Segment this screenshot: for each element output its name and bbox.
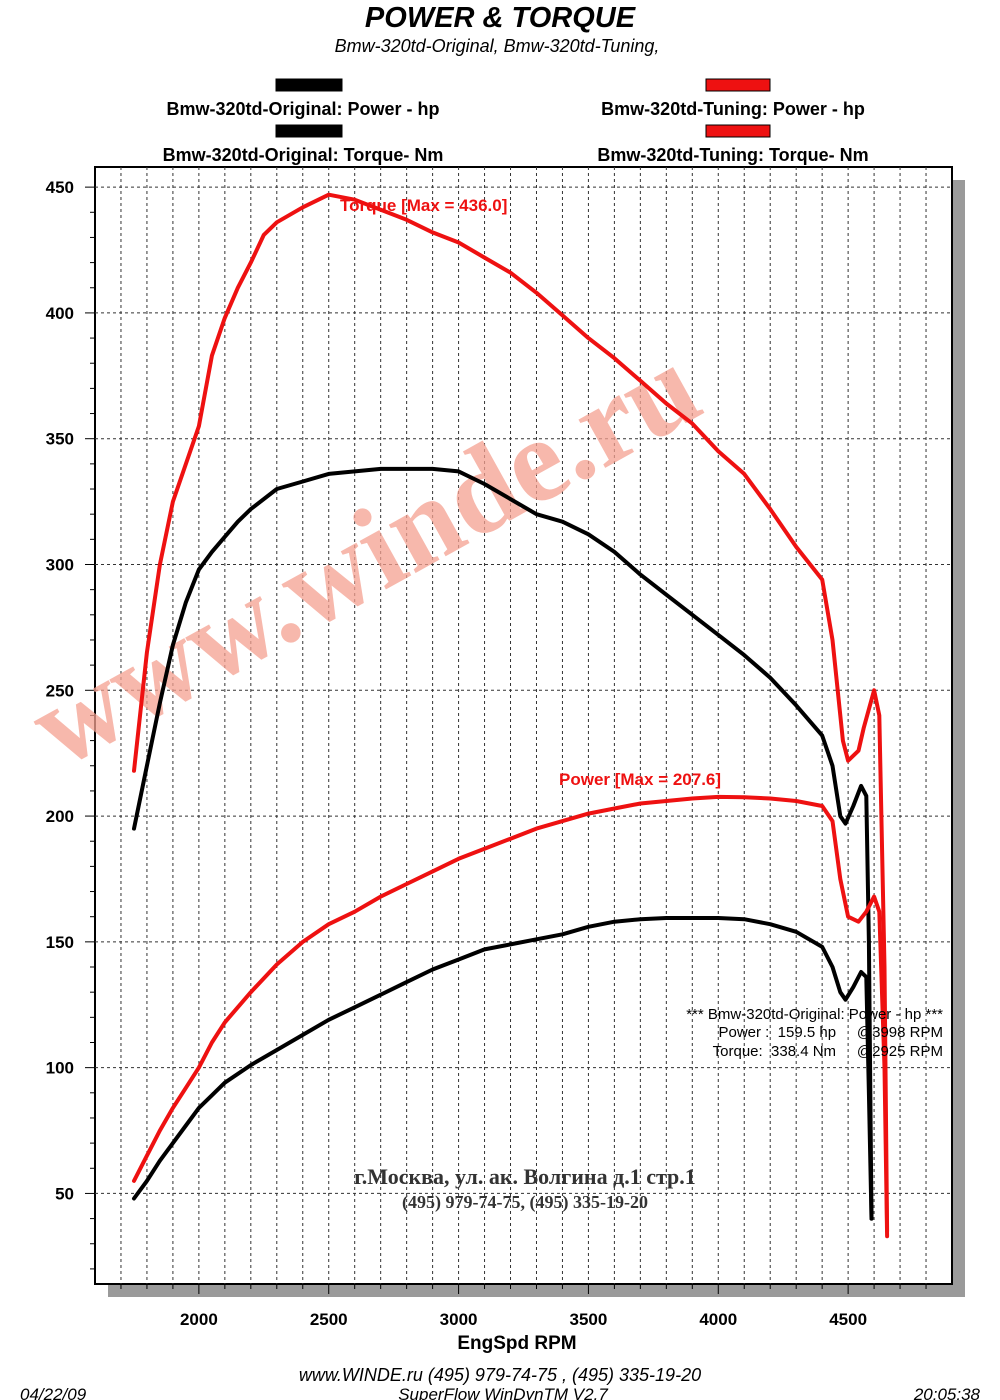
y-tick-label: 400: [46, 304, 74, 323]
x-axis-label: EngSpd RPM: [457, 1333, 576, 1354]
plot-area: [94, 166, 953, 1285]
info-heading: *** Bmw-320td-Original: Power - hp ***: [686, 1006, 943, 1023]
y-tick-label: 450: [46, 178, 74, 197]
legend-swatch-original-torque: [275, 124, 343, 138]
x-tick-label: 3500: [570, 1310, 608, 1329]
legend-swatch-tuning-torque: [705, 124, 771, 138]
legend-swatch-original-power: [275, 78, 343, 92]
footer-date: 04/22/09: [20, 1385, 87, 1400]
footer-software: SuperFlow WinDynTM V2.7: [398, 1385, 608, 1400]
info-box: *** Bmw-320td-Original: Power - hp *** P…: [686, 1006, 943, 1060]
legend-label-original-torque: Bmw-320td-Original: Torque- Nm: [163, 145, 444, 165]
y-tick-label: 50: [55, 1184, 74, 1203]
y-tick-label: 350: [46, 430, 74, 449]
footer-time: 20:05:38: [913, 1385, 981, 1400]
y-tick-label: 200: [46, 807, 74, 826]
series-line-0: [132, 192, 890, 1234]
x-tick-label: 3000: [440, 1310, 478, 1329]
series-line-1: [132, 466, 874, 1221]
y-tick-label: 250: [46, 681, 74, 700]
chart-title: POWER & TORQUE: [365, 2, 637, 34]
x-tick-label: 2000: [180, 1310, 218, 1329]
legend: Bmw-320td-Original: Power - hp Bmw-320td…: [163, 78, 869, 165]
x-tick-label: 4000: [699, 1310, 737, 1329]
legend-label-tuning-power: Bmw-320td-Tuning: Power - hp: [601, 99, 865, 119]
info-torque: Torque: 338.4 Nm @2925 RPM: [713, 1043, 943, 1060]
chart-subtitle: Bmw-320td-Original, Bmw-320td-Tuning,: [335, 36, 660, 56]
x-tick-label: 2500: [310, 1310, 348, 1329]
info-power: Power : 159.5 hp @3998 RPM: [718, 1024, 943, 1041]
series-layer: [132, 192, 890, 1239]
y-tick-label: 300: [46, 555, 74, 574]
footer-website: www.WINDE.ru (495) 979-74-75 , (495) 335…: [299, 1365, 701, 1385]
annotation-power-max: Power [Max = 207.6]: [559, 770, 721, 789]
legend-label-tuning-torque: Bmw-320td-Tuning: Torque- Nm: [597, 145, 868, 165]
series-line-2: [132, 794, 890, 1239]
series-line-3: [132, 916, 874, 1221]
x-tick-label: 4500: [829, 1310, 867, 1329]
legend-label-original-power: Bmw-320td-Original: Power - hp: [166, 99, 439, 119]
annotation-torque-max: Torque [Max = 436.0]: [340, 196, 507, 215]
legend-swatch-tuning-power: [705, 78, 771, 92]
axis-ticks: 50 100 150 200 250 300 350 400 450 2000 2500 3000 35…: [46, 178, 927, 1329]
address-line-1: г.Москва, ул. ак. Волгина д.1 стр.1: [354, 1164, 696, 1189]
address-line-2: (495) 979-74-75, (495) 335-19-20: [402, 1192, 648, 1213]
y-tick-label: 100: [46, 1059, 74, 1078]
y-tick-label: 150: [46, 933, 74, 952]
